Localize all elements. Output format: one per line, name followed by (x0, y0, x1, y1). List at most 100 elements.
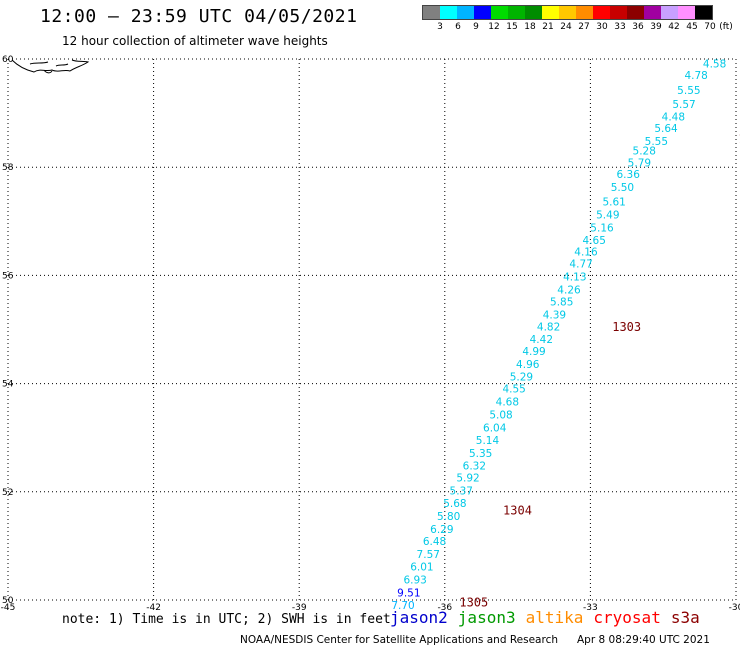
wave-height-value: 7.70 (391, 600, 414, 612)
credit-text: NOAA/NESDIS Center for Satellite Applica… (240, 634, 558, 646)
wave-height-value: 4.39 (543, 309, 566, 321)
x-tick-label: -42 (146, 603, 161, 613)
legend-swatch (474, 6, 491, 19)
legend-swatch (559, 6, 576, 19)
legend-label: 15 (506, 22, 518, 32)
legend-swatch (423, 6, 440, 19)
legend-swatches (422, 5, 713, 20)
wave-height-value: 4.26 (557, 284, 581, 296)
legend-label: 39 (650, 22, 662, 32)
wave-height-value: 5.50 (611, 182, 634, 194)
wave-height-value: 5.85 (550, 296, 573, 308)
legend-labels: 3 6 9 12 15 18 21 24 27 30 33 36 39 42 45 70 (ft) (422, 22, 740, 34)
satellite-legend: jason2 jason3 altika cryosat s3a (390, 608, 700, 627)
wave-height-value: 5.37 (450, 486, 473, 498)
wave-height-value: 6.29 (430, 524, 453, 536)
legend-swatch (508, 6, 525, 19)
wave-height-value: 6.48 (423, 536, 446, 548)
y-tick-label: 52 (2, 488, 13, 498)
map-title: 12:00 – 23:59 UTC 04/05/2021 (40, 6, 358, 27)
coastline-fragment (11, 59, 90, 74)
wave-height-value: 6.04 (483, 422, 507, 434)
wave-height-value: 6.36 (617, 169, 641, 181)
legend-swatch (457, 6, 474, 19)
satellite-cryosat: cryosat (593, 608, 661, 627)
wave-height-value: 5.28 (633, 145, 656, 157)
wave-height-value: 5.16 (590, 222, 614, 234)
legend-swatch (491, 6, 508, 19)
graticule (7, 58, 737, 601)
legend-swatch (661, 6, 678, 19)
wave-height-value: 5.08 (489, 409, 512, 421)
map-subtitle: 12 hour collection of altimeter wave hei… (62, 34, 328, 48)
footer-note: note: 1) Time is in UTC; 2) SWH is in fe… (62, 612, 391, 627)
wave-height-value: 4.68 (496, 396, 519, 408)
wave-height-value: 4.99 (522, 346, 545, 358)
legend-swatch (542, 6, 559, 19)
wave-height-value: 4.42 (530, 334, 553, 346)
coastline (11, 59, 90, 74)
y-tick-label: 58 (2, 163, 14, 173)
legend-swatch (576, 6, 593, 19)
satellite-s3a: s3a (670, 608, 700, 627)
y-tick-label: 56 (2, 271, 14, 281)
legend-swatch (678, 6, 695, 19)
legend-swatch (440, 6, 457, 19)
wave-height-value: 6.01 (410, 561, 433, 573)
wave-height-value: 4.58 (703, 58, 726, 70)
satellite-jason2: jason2 (390, 608, 448, 627)
altimeter-track: 4.584.785.555.574.485.645.555.285.796.36… (391, 58, 726, 612)
legend-swatch (610, 6, 627, 19)
wave-height-value: 4.16 (574, 247, 598, 259)
pass-time-label: 1305 (459, 596, 488, 610)
legend-label: 9 (473, 22, 479, 32)
x-tick-label: -33 (583, 603, 598, 613)
wave-height-value: 9.51 (397, 587, 420, 599)
legend-label: 3 (437, 22, 443, 32)
wave-height-value: 5.14 (476, 435, 500, 447)
legend-label: 18 (524, 22, 536, 32)
legend-label: (ft) (719, 22, 733, 32)
y-tick-label: 54 (2, 380, 14, 390)
legend-label: 6 (455, 22, 461, 32)
wave-height-value: 5.55 (677, 85, 700, 97)
y-tick-label: 50 (2, 596, 14, 606)
satellite-jason3: jason3 (457, 608, 516, 627)
legend-label: 36 (632, 22, 644, 32)
wave-height-value: 4.77 (569, 258, 592, 270)
wave-height-value: 5.49 (596, 209, 619, 221)
legend-swatch (525, 6, 542, 19)
legend-label: 70 (704, 22, 716, 32)
wave-height-value: 5.61 (602, 196, 625, 208)
pass-time-label: 1303 (612, 320, 641, 334)
wave-height-value: 5.57 (672, 99, 695, 111)
wave-height-value: 5.80 (437, 511, 460, 523)
legend-label: 21 (542, 22, 554, 32)
x-tick-label: -45 (1, 603, 16, 613)
wave-height-value: 6.93 (403, 574, 426, 586)
legend-label: 45 (686, 22, 698, 32)
legend-label: 24 (560, 22, 572, 32)
x-tick-label: -30 (729, 603, 740, 613)
pass-time-label: 1304 (503, 504, 532, 518)
x-tick-label: -39 (292, 603, 307, 613)
wave-height-value: 5.55 (645, 136, 668, 148)
legend-label: 30 (596, 22, 608, 32)
legend-swatch (695, 6, 712, 19)
wave-height-value: 5.92 (456, 473, 479, 485)
pass-time-label: 1302 (738, 132, 740, 146)
wave-height-value: 6.32 (463, 460, 486, 472)
legend-swatch (644, 6, 661, 19)
satellite-altika: altika (525, 608, 584, 627)
wave-height-value: 4.78 (684, 70, 707, 82)
wave-height-value: 4.48 (662, 111, 685, 123)
legend-label: 12 (488, 22, 500, 32)
y-tick-label: 60 (2, 55, 14, 65)
legend-label: 33 (614, 22, 626, 32)
legend-label: 27 (578, 22, 590, 32)
wave-height-value: 5.68 (443, 498, 466, 510)
pass-time-labels: 1302 1303 1304 1305 (459, 132, 740, 610)
wave-height-value: 7.57 (417, 549, 440, 561)
wave-height-value: 4.82 (537, 321, 560, 333)
